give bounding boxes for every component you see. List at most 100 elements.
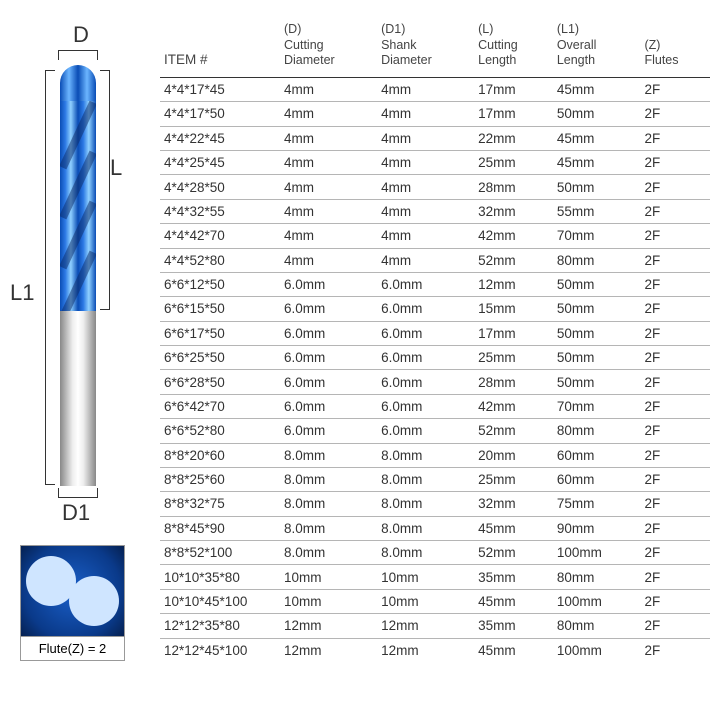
endmill-shank-section: [60, 311, 96, 486]
cell-l: 35mm: [474, 565, 553, 589]
cell-l: 17mm: [474, 102, 553, 126]
flute-cross-section-icon: [21, 546, 124, 636]
cell-d1: 12mm: [377, 638, 474, 662]
cell-d: 8.0mm: [280, 492, 377, 516]
cell-d: 4mm: [280, 199, 377, 223]
header-label-line: Length: [478, 53, 549, 69]
cell-l: 25mm: [474, 346, 553, 370]
cell-d: 6.0mm: [280, 346, 377, 370]
table-row: 8*8*52*1008.0mm8.0mm52mm100mm2F: [160, 541, 710, 565]
cell-item: 6*6*17*50: [160, 321, 280, 345]
cell-item: 4*4*32*55: [160, 199, 280, 223]
cell-l: 32mm: [474, 199, 553, 223]
cell-d1: 8.0mm: [377, 443, 474, 467]
cell-z: 2F: [640, 248, 710, 272]
cell-d1: 4mm: [377, 199, 474, 223]
cell-l: 42mm: [474, 224, 553, 248]
cell-item: 12*12*45*100: [160, 638, 280, 662]
cell-d: 4mm: [280, 151, 377, 175]
cell-d: 4mm: [280, 126, 377, 150]
cell-z: 2F: [640, 516, 710, 540]
cell-d1: 6.0mm: [377, 394, 474, 418]
cell-item: 8*8*25*60: [160, 467, 280, 491]
cell-l: 17mm: [474, 77, 553, 101]
cell-z: 2F: [640, 443, 710, 467]
cell-z: 2F: [640, 102, 710, 126]
cell-item: 8*8*52*100: [160, 541, 280, 565]
cell-l: 25mm: [474, 467, 553, 491]
header-code: (L1): [557, 22, 637, 38]
cell-z: 2F: [640, 272, 710, 296]
cell-z: 2F: [640, 199, 710, 223]
cell-d1: 6.0mm: [377, 346, 474, 370]
table-row: 10*10*35*8010mm10mm35mm80mm2F: [160, 565, 710, 589]
cell-z: 2F: [640, 346, 710, 370]
diagram-column: D L L1 D1 Flute(Z) = 2: [0, 0, 150, 720]
cell-l1: 50mm: [553, 370, 641, 394]
table-body: 4*4*17*454mm4mm17mm45mm2F4*4*17*504mm4mm…: [160, 77, 710, 662]
cell-item: 10*10*35*80: [160, 565, 280, 589]
table-row: 6*6*52*806.0mm6.0mm52mm80mm2F: [160, 419, 710, 443]
cell-l1: 80mm: [553, 565, 641, 589]
table-header-l: (L)CuttingLength: [474, 20, 553, 77]
cell-item: 6*6*52*80: [160, 419, 280, 443]
cell-l1: 70mm: [553, 394, 641, 418]
table-row: 8*8*45*908.0mm8.0mm45mm90mm2F: [160, 516, 710, 540]
table-row: 4*4*28*504mm4mm28mm50mm2F: [160, 175, 710, 199]
cell-l1: 45mm: [553, 126, 641, 150]
cell-l: 22mm: [474, 126, 553, 150]
cell-l1: 100mm: [553, 589, 641, 613]
cell-d1: 4mm: [377, 126, 474, 150]
cell-l: 45mm: [474, 589, 553, 613]
cell-l1: 90mm: [553, 516, 641, 540]
table-row: 6*6*12*506.0mm6.0mm12mm50mm2F: [160, 272, 710, 296]
table-column: ITEM #(D)CuttingDiameter(D1)ShankDiamete…: [150, 0, 720, 720]
cell-z: 2F: [640, 297, 710, 321]
cell-l1: 45mm: [553, 151, 641, 175]
cell-d1: 6.0mm: [377, 297, 474, 321]
dimension-d1-label: D1: [62, 500, 90, 526]
cell-d: 6.0mm: [280, 394, 377, 418]
cell-l: 35mm: [474, 614, 553, 638]
cell-l1: 50mm: [553, 272, 641, 296]
header-code: (Z): [644, 38, 706, 54]
cell-z: 2F: [640, 541, 710, 565]
dimension-d-label: D: [73, 22, 89, 48]
table-row: 4*4*32*554mm4mm32mm55mm2F: [160, 199, 710, 223]
cell-z: 2F: [640, 175, 710, 199]
cell-item: 6*6*15*50: [160, 297, 280, 321]
cell-d: 4mm: [280, 77, 377, 101]
cell-d: 6.0mm: [280, 297, 377, 321]
flute-thumbnail: Flute(Z) = 2: [20, 545, 125, 661]
cell-z: 2F: [640, 394, 710, 418]
cell-l: 12mm: [474, 272, 553, 296]
table-row: 8*8*32*758.0mm8.0mm32mm75mm2F: [160, 492, 710, 516]
cell-l1: 55mm: [553, 199, 641, 223]
header-label-line: Length: [557, 53, 637, 69]
cell-d1: 4mm: [377, 102, 474, 126]
header-code: (L): [478, 22, 549, 38]
cell-item: 4*4*25*45: [160, 151, 280, 175]
cell-d: 4mm: [280, 102, 377, 126]
cell-l: 45mm: [474, 516, 553, 540]
cell-l: 52mm: [474, 248, 553, 272]
dimension-l1-bracket: [45, 70, 55, 485]
cell-z: 2F: [640, 492, 710, 516]
cell-d: 4mm: [280, 224, 377, 248]
cell-z: 2F: [640, 467, 710, 491]
cell-d: 6.0mm: [280, 370, 377, 394]
cell-d1: 4mm: [377, 248, 474, 272]
cell-d1: 4mm: [377, 77, 474, 101]
cell-l1: 45mm: [553, 77, 641, 101]
cell-z: 2F: [640, 589, 710, 613]
table-row: 6*6*25*506.0mm6.0mm25mm50mm2F: [160, 346, 710, 370]
table-row: 4*4*25*454mm4mm25mm45mm2F: [160, 151, 710, 175]
cell-d: 8.0mm: [280, 467, 377, 491]
cell-d: 4mm: [280, 175, 377, 199]
header-label-line: Diameter: [381, 53, 470, 69]
cell-d: 10mm: [280, 589, 377, 613]
cell-z: 2F: [640, 419, 710, 443]
header-label-line: Diameter: [284, 53, 373, 69]
cell-d1: 4mm: [377, 175, 474, 199]
cell-d1: 10mm: [377, 589, 474, 613]
